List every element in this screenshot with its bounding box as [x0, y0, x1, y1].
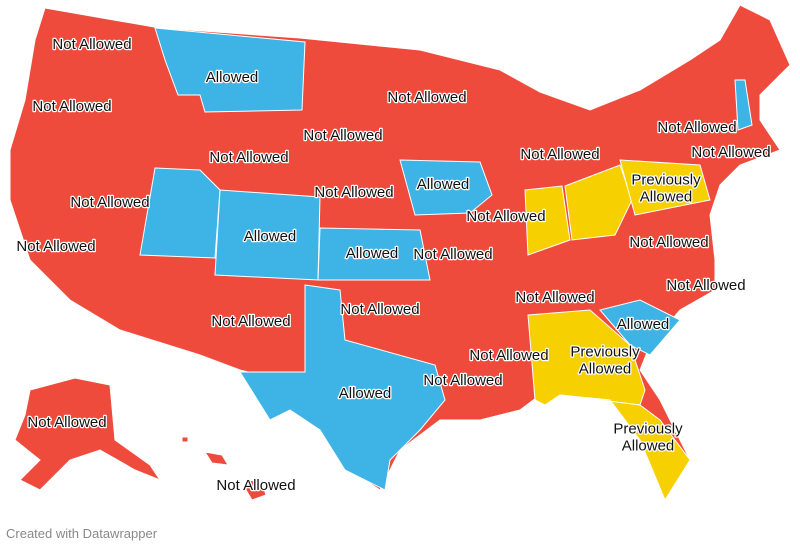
label-line: Not Allowed — [691, 144, 770, 161]
region-label: Not Allowed — [70, 194, 149, 211]
region-label: Previously Allowed — [631, 172, 701, 206]
region-label: Allowed — [417, 176, 470, 193]
label-line: Not Allowed — [629, 234, 708, 251]
label-line: Allowed — [622, 438, 675, 455]
label-line: Allowed — [339, 385, 392, 402]
label-line: Not Allowed — [16, 238, 95, 255]
label-line: Not Allowed — [423, 372, 502, 389]
label-line: Not Allowed — [32, 98, 111, 115]
region-label: Not Allowed — [27, 414, 106, 431]
region-label: Not Allowed — [469, 347, 548, 364]
label-line: Not Allowed — [413, 246, 492, 263]
region-label: Allowed — [339, 385, 392, 402]
label-line: Not Allowed — [314, 184, 393, 201]
region-label: Not Allowed — [657, 119, 736, 136]
region-label: Allowed — [206, 69, 259, 86]
label-line: Not Allowed — [387, 89, 466, 106]
labels: Not Allowed Allowed Not Allowed Not Allowed… — [15, 35, 772, 496]
label-line: Allowed — [244, 228, 297, 245]
region-label: Not Allowed — [32, 98, 111, 115]
label-line: Allowed — [617, 316, 670, 333]
region-label: Not Allowed — [515, 289, 594, 306]
label-line: Not Allowed — [303, 127, 382, 144]
label-line: Allowed — [417, 176, 470, 193]
label-line: Allowed — [346, 245, 399, 262]
region-label: Not Allowed — [314, 184, 393, 201]
region-label: Allowed — [244, 228, 297, 245]
region-label: Not Allowed — [216, 477, 295, 494]
label-line: Not Allowed — [340, 301, 419, 318]
region-label: Not Allowed — [387, 89, 466, 106]
label-line: Not Allowed — [520, 146, 599, 163]
label-line: Not Allowed — [52, 36, 131, 53]
label-line: Allowed — [640, 189, 693, 206]
pennsylvania — [619, 159, 711, 216]
label-line: Not Allowed — [70, 194, 149, 211]
texas — [239, 284, 446, 491]
label-line: Not Allowed — [666, 277, 745, 294]
states — [9, 4, 791, 502]
label-line: Previously — [570, 344, 640, 361]
region-label: Not Allowed — [52, 36, 131, 53]
label-line: Not Allowed — [27, 414, 106, 431]
new-hampshire — [734, 79, 753, 131]
label-line: Previously — [613, 421, 683, 438]
region-label: Previously Allowed — [570, 344, 640, 378]
hawaii-islands — [181, 436, 189, 443]
region-label: Not Allowed — [16, 238, 95, 255]
region-label: Not Allowed — [466, 208, 545, 225]
kansas — [317, 227, 431, 281]
region-label: Not Allowed — [520, 146, 599, 163]
region-label: Not Allowed — [413, 246, 492, 263]
label-line: Allowed — [206, 69, 259, 86]
region-label: Not Allowed — [629, 234, 708, 251]
label-line: Not Allowed — [209, 149, 288, 166]
label-line: Not Allowed — [216, 477, 295, 494]
label-line: Previously — [631, 172, 701, 189]
ohio — [564, 164, 633, 241]
region-label: Not Allowed — [340, 301, 419, 318]
alaska — [14, 377, 162, 491]
region-label: Allowed — [346, 245, 399, 262]
label-line: Not Allowed — [657, 119, 736, 136]
label-line: Not Allowed — [211, 313, 290, 330]
region-label: Previously Allowed — [613, 421, 683, 455]
hawaii-islands — [203, 451, 229, 466]
label-line: Not Allowed — [466, 208, 545, 225]
south-carolina — [599, 299, 681, 356]
footer: Created with Datawrapper — [6, 526, 158, 541]
region-label: Not Allowed — [211, 313, 290, 330]
label-line: Allowed — [579, 361, 632, 378]
label-line: Not Allowed — [469, 347, 548, 364]
region-label: Not Allowed — [303, 127, 382, 144]
region-label: Not Allowed — [209, 149, 288, 166]
region-label: Not Allowed — [423, 372, 502, 389]
iowa — [399, 159, 493, 216]
region-label: Not Allowed — [666, 277, 745, 294]
florida — [559, 394, 691, 502]
indiana — [524, 185, 571, 256]
hawaii — [245, 479, 267, 501]
region-label: Not Allowed — [691, 144, 770, 161]
region-label: Allowed — [617, 316, 670, 333]
label-line: Not Allowed — [515, 289, 594, 306]
montana — [154, 27, 306, 113]
